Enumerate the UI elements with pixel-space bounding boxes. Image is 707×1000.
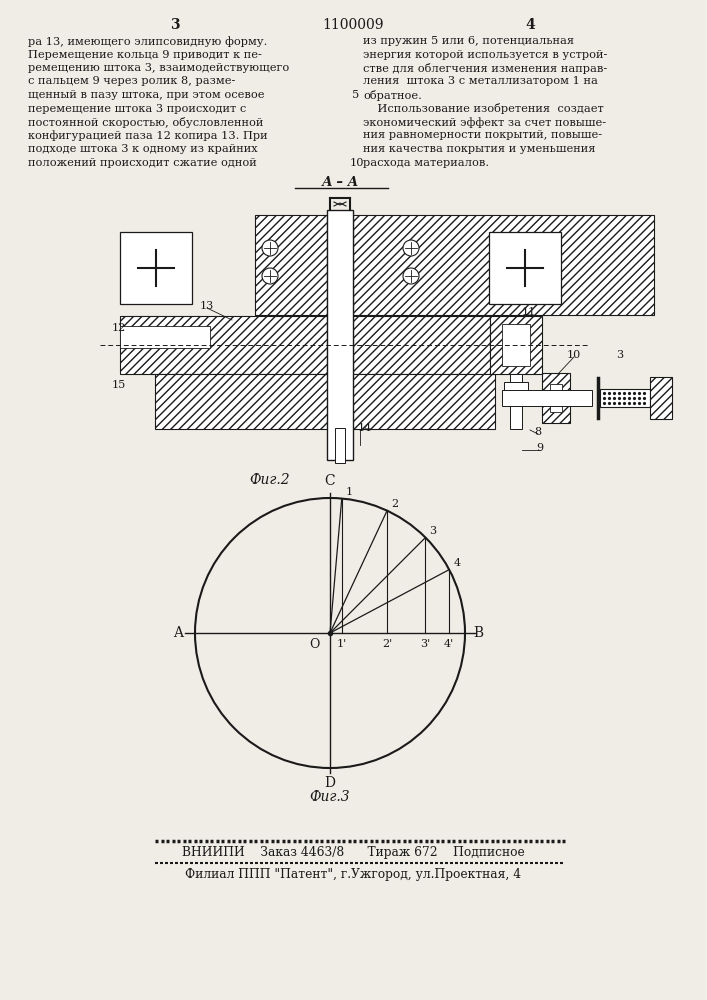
Text: 1': 1' [337, 639, 347, 649]
Text: ремещению штока 3, взаимодействующего: ремещению штока 3, взаимодействующего [28, 63, 289, 73]
Text: положений происходит сжатие одной: положений происходит сжатие одной [28, 157, 257, 167]
Bar [502, 390, 592, 406]
Text: с пальцем 9 через ролик 8, разме-: с пальцем 9 через ролик 8, разме- [28, 77, 235, 87]
Text: 4': 4' [444, 639, 455, 649]
Text: 5: 5 [352, 90, 359, 100]
Text: 2': 2' [382, 639, 392, 649]
Text: B: B [473, 626, 483, 640]
Text: Использование изобретения  создает: Использование изобретения создает [363, 104, 604, 114]
Bar [120, 316, 327, 374]
Text: обратное.: обратное. [363, 90, 422, 101]
Text: расхода материалов.: расхода материалов. [363, 157, 489, 167]
Text: перемещение штока 3 происходит с: перемещение штока 3 происходит с [28, 104, 246, 113]
Text: C: C [325, 474, 335, 488]
Bar [600, 389, 650, 407]
Text: стве для облегчения изменения направ-: стве для облегчения изменения направ- [363, 63, 607, 74]
Text: 3: 3 [617, 350, 624, 360]
Bar [490, 316, 542, 374]
Text: D: D [325, 776, 336, 790]
Text: O: O [310, 638, 320, 651]
Text: 9: 9 [537, 443, 544, 453]
Bar [504, 382, 528, 400]
Bar [120, 232, 192, 304]
Bar [120, 326, 210, 348]
Text: 3: 3 [429, 526, 437, 536]
Text: Перемещение кольца 9 приводит к пе-: Перемещение кольца 9 приводит к пе- [28, 49, 262, 60]
Bar [353, 215, 654, 315]
Text: щенный в пазу штока, при этом осевое: щенный в пазу штока, при этом осевое [28, 90, 264, 100]
Text: 4: 4 [525, 18, 535, 32]
Text: ния равномерности покрытий, повыше-: ния равномерности покрытий, повыше- [363, 130, 602, 140]
Bar [255, 215, 327, 315]
Bar [502, 324, 530, 366]
Text: 10: 10 [567, 350, 581, 360]
Text: Филиал ППП "Патент", г.Ужгород, ул.Проектная, 4: Филиал ППП "Патент", г.Ужгород, ул.Проек… [185, 868, 521, 881]
Text: 2: 2 [391, 499, 398, 509]
Text: 1100009: 1100009 [322, 18, 384, 32]
Bar [353, 316, 490, 374]
Text: подходе штока 3 к одному из крайних: подходе штока 3 к одному из крайних [28, 144, 257, 154]
Bar [335, 428, 345, 463]
Text: 8: 8 [534, 427, 542, 437]
Circle shape [262, 268, 278, 284]
Bar [542, 373, 570, 423]
Text: ВНИИПИ    Заказ 4463/8      Тираж 672    Подписное: ВНИИПИ Заказ 4463/8 Тираж 672 Подписное [182, 846, 525, 859]
Text: 13: 13 [200, 301, 214, 311]
Text: постоянной скоростью, обусловленной: постоянной скоростью, обусловленной [28, 117, 264, 128]
Text: из пружин 5 или 6, потенциальная: из пружин 5 или 6, потенциальная [363, 36, 574, 46]
Text: 1: 1 [346, 487, 353, 497]
Text: 4: 4 [453, 558, 460, 568]
Text: 10: 10 [350, 157, 365, 167]
Circle shape [403, 268, 419, 284]
Bar [327, 210, 353, 460]
Text: 14: 14 [358, 423, 372, 433]
Text: энергия которой используется в устрой-: энергия которой используется в устрой- [363, 49, 607, 60]
Text: Фиг.3: Фиг.3 [310, 790, 350, 804]
Circle shape [262, 240, 278, 256]
Text: Фиг.2: Фиг.2 [250, 473, 291, 487]
Text: экономический эффект за счет повыше-: экономический эффект за счет повыше- [363, 117, 606, 128]
Text: 3: 3 [170, 18, 180, 32]
Bar [550, 384, 562, 412]
Text: A: A [173, 626, 183, 640]
Text: 15: 15 [112, 380, 126, 390]
Text: ра 13, имеющего элипсовидную форму.: ра 13, имеющего элипсовидную форму. [28, 36, 267, 47]
Text: 12: 12 [112, 323, 126, 333]
Text: А – А: А – А [321, 176, 358, 189]
Bar [510, 374, 522, 429]
Text: конфигурацией паза 12 копира 13. При: конфигурацией паза 12 копира 13. При [28, 130, 268, 141]
Text: 11: 11 [522, 307, 536, 317]
Bar [155, 374, 495, 429]
Circle shape [403, 240, 419, 256]
Text: ния качества покрытия и уменьшения: ния качества покрытия и уменьшения [363, 144, 595, 154]
Bar [489, 232, 561, 304]
Text: 3': 3' [421, 639, 431, 649]
Bar [650, 377, 672, 419]
Text: ления  штока 3 с металлизатором 1 на: ления штока 3 с металлизатором 1 на [363, 77, 598, 87]
